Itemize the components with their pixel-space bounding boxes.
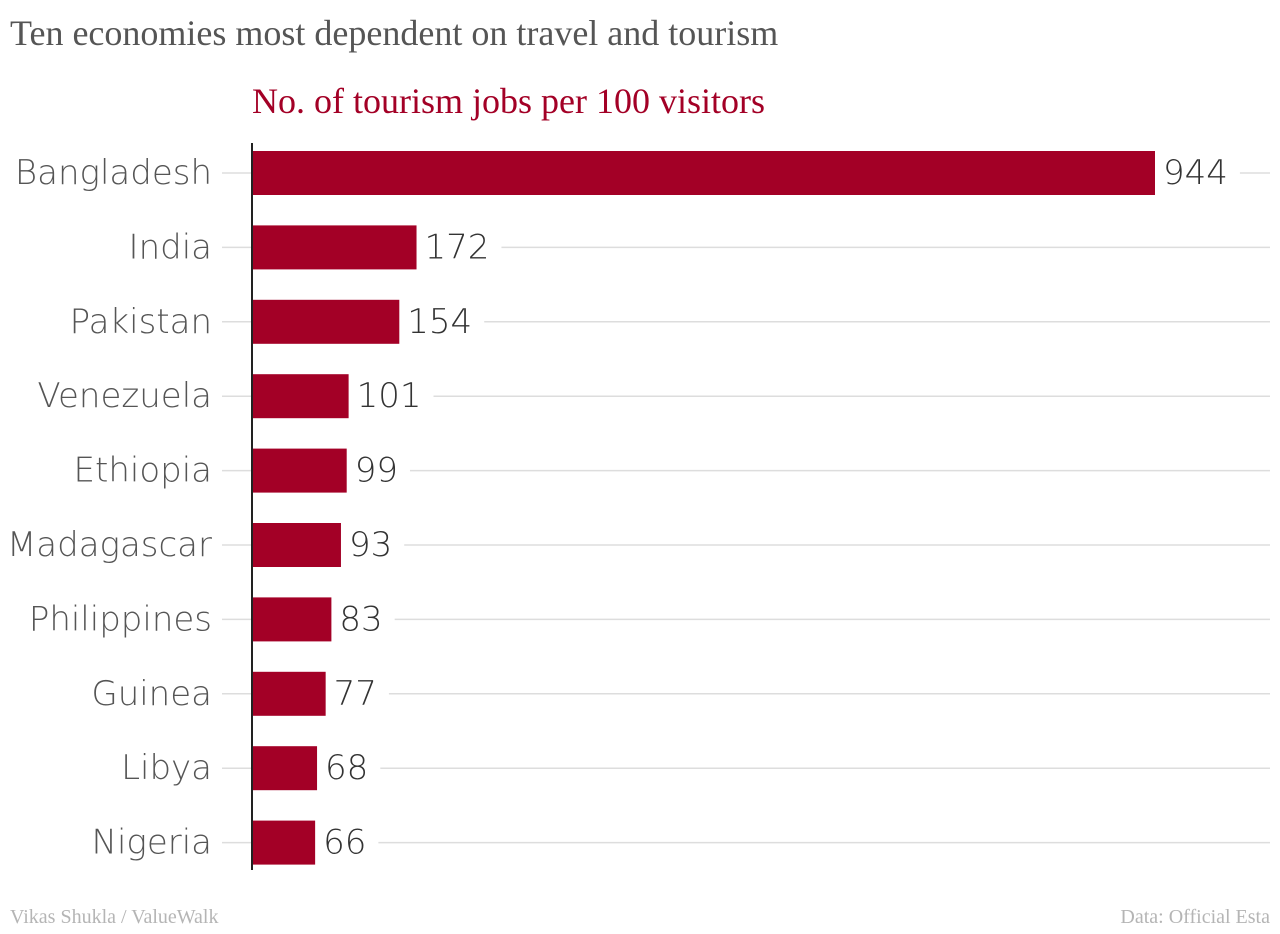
- category-label: Guinea: [91, 674, 212, 714]
- value-label: 99: [355, 451, 398, 491]
- bar-venezuela: [252, 374, 349, 419]
- footer-credit: Vikas Shukla / ValueWalk: [10, 906, 219, 928]
- value-label: 77: [334, 674, 377, 714]
- chart-title: Ten economies most dependent on travel a…: [10, 13, 779, 53]
- value-label: 93: [349, 525, 392, 565]
- bar-guinea: [252, 671, 326, 716]
- bar-philippines: [252, 597, 332, 642]
- value-label: 68: [325, 748, 368, 788]
- bar-india: [252, 225, 417, 270]
- category-label: Nigeria: [92, 823, 212, 863]
- bar-bangladesh: [252, 151, 1155, 195]
- category-label: India: [129, 227, 212, 267]
- category-label: Bangladesh: [15, 153, 212, 193]
- value-label: 83: [339, 599, 382, 639]
- bar-libya: [252, 746, 318, 791]
- category-label: Ethiopia: [74, 451, 212, 491]
- category-label: Venezuela: [37, 376, 212, 416]
- bar-madagascar: [252, 523, 341, 567]
- value-label: 172: [425, 227, 490, 267]
- bar-ethiopia: [252, 448, 347, 493]
- bar-pakistan: [252, 299, 400, 344]
- value-label: 101: [357, 376, 422, 416]
- value-label: 154: [407, 302, 472, 342]
- category-label: Philippines: [29, 599, 212, 639]
- value-label: 944: [1163, 153, 1228, 193]
- category-label: Madagascar: [7, 525, 212, 565]
- chart-subtitle: No. of tourism jobs per 100 visitors: [252, 81, 765, 121]
- category-label: Pakistan: [70, 302, 212, 342]
- footer-source: Data: Official Esta: [1120, 906, 1270, 928]
- bar-nigeria: [252, 820, 316, 865]
- category-label: Libya: [121, 748, 212, 788]
- value-label: 66: [323, 823, 366, 863]
